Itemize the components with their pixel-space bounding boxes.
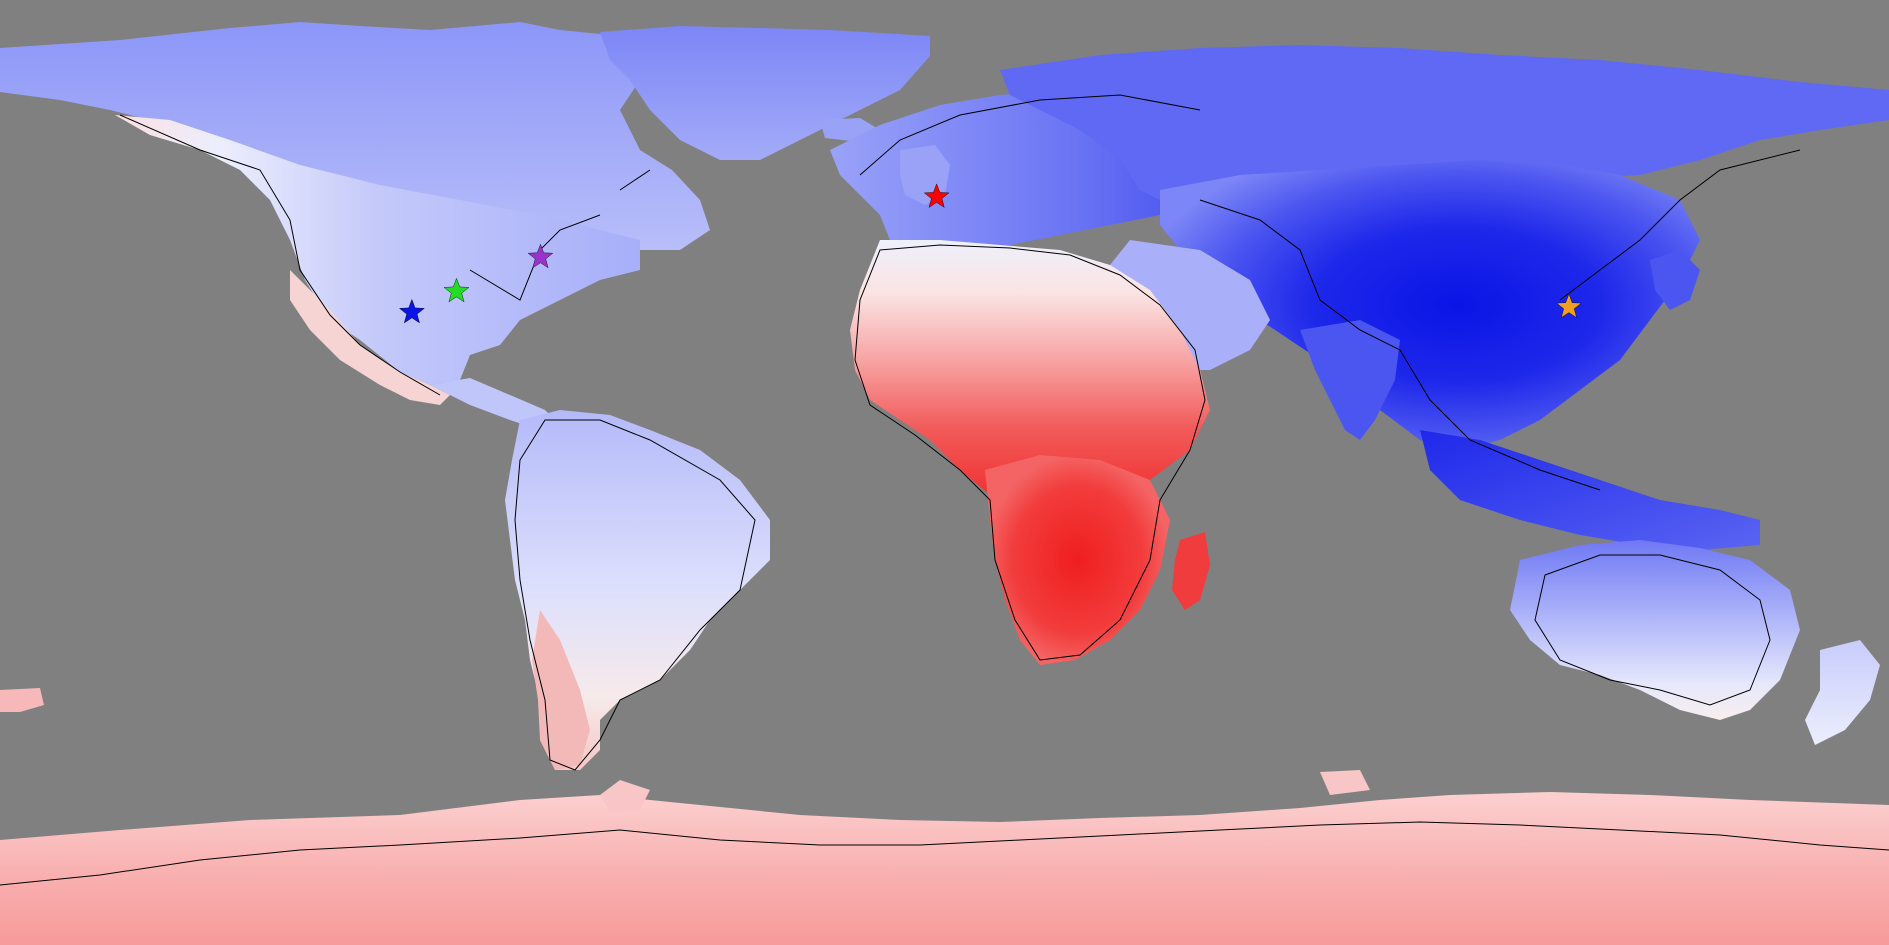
eurasia-coastline [859, 94, 1801, 491]
india-region [1300, 320, 1400, 440]
united-kingdom-star [923, 183, 950, 208]
japan-region [1650, 250, 1700, 310]
markers-layer [398, 183, 1582, 324]
east-asia-region [1160, 160, 1700, 450]
north-america-region [115, 115, 640, 385]
south-sandwich-island-region [1320, 770, 1370, 795]
madagascar-region [1172, 532, 1210, 610]
northeast-usa-star [527, 243, 554, 269]
australia-coastline [1534, 554, 1771, 706]
east-china-star [1556, 293, 1582, 319]
central-america-region [430, 378, 560, 430]
south-america-coastline [514, 419, 756, 771]
coastlines [0, 94, 1889, 886]
new-zealand-region [1805, 640, 1880, 745]
southwest-usa-star [398, 298, 425, 324]
southeast-asia-region [1420, 430, 1760, 550]
antarctica-region [0, 792, 1889, 945]
central-usa-star [443, 277, 470, 303]
patagonia-region [532, 610, 590, 770]
canada-arctic-region [0, 22, 710, 250]
north-africa-region [850, 240, 1210, 510]
africa-coastline [854, 244, 1206, 661]
australia-region [1510, 540, 1800, 720]
antarctica-coastline [0, 821, 1889, 886]
south-pacific-island-region [0, 688, 44, 712]
antarctic-peninsula-region [600, 780, 650, 812]
russia-region [1000, 45, 1889, 210]
greenland-region [600, 26, 930, 160]
